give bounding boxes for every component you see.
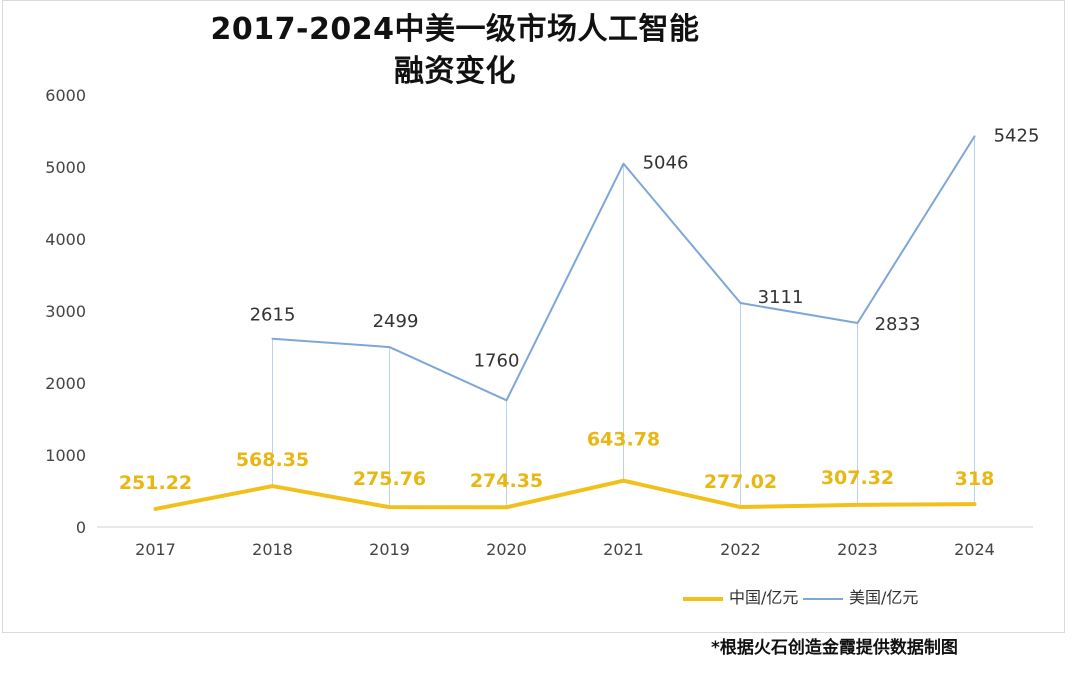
data-label-china: 318 <box>955 468 995 490</box>
data-label-china: 251.22 <box>119 472 192 494</box>
series-line-china <box>153 478 977 511</box>
data-label-usa: 5046 <box>643 153 689 174</box>
legend-item-usa: 美国/亿元 <box>803 584 918 608</box>
legend-item-china: 中国/亿元 <box>683 584 798 608</box>
data-label-usa: 2615 <box>250 305 296 326</box>
series-line-usa <box>271 135 976 402</box>
x-tick-label: 2021 <box>603 540 644 559</box>
chart-title-line2: 融资变化 <box>394 54 516 89</box>
x-tick-label: 2020 <box>486 540 527 559</box>
data-label-china: 275.76 <box>353 468 426 490</box>
data-label-china: 277.02 <box>704 471 777 493</box>
drop-lines <box>272 136 975 508</box>
x-tick-label: 2018 <box>252 540 293 559</box>
y-tick-label: 4000 <box>45 230 86 249</box>
x-tick-label: 2024 <box>954 540 995 559</box>
data-label-china: 568.35 <box>236 449 309 471</box>
x-tick-label: 2023 <box>837 540 878 559</box>
y-tick-label: 5000 <box>45 158 86 177</box>
footnote: *根据火石创造金霞提供数据制图 <box>711 638 958 658</box>
y-tick-label: 3000 <box>45 302 86 321</box>
data-label-china: 274.35 <box>470 470 543 492</box>
legend-label-usa: 美国/亿元 <box>849 588 919 607</box>
x-tick-label: 2017 <box>135 540 176 559</box>
data-label-usa: 1760 <box>474 350 520 371</box>
y-axis-ticks: 0 1000 2000 3000 4000 5000 6000 <box>45 86 86 537</box>
data-label-usa: 5425 <box>994 125 1040 146</box>
y-tick-label: 2000 <box>45 374 86 393</box>
series-lines <box>153 135 977 511</box>
x-tick-label: 2022 <box>720 540 761 559</box>
legend-label-china: 中国/亿元 <box>729 588 799 607</box>
legend-swatch-china <box>683 596 723 601</box>
y-tick-label: 6000 <box>45 86 86 105</box>
y-tick-label: 1000 <box>45 446 86 465</box>
data-label-usa: 2499 <box>373 311 419 332</box>
y-tick-label: 0 <box>76 518 86 537</box>
x-tick-label: 2019 <box>369 540 410 559</box>
data-label-usa: 3111 <box>758 287 804 308</box>
chart-title-line1: 2017-2024中美一级市场人工智能 <box>210 12 700 47</box>
x-axis: 2017 2018 2019 2020 2021 2022 2023 2024 <box>97 526 1033 559</box>
data-labels: 2615 2499 1760 5046 3111 2833 5425 251.22 568.35… <box>119 125 1040 494</box>
data-label-china: 643.78 <box>587 429 660 451</box>
legend-swatch-usa <box>803 597 843 600</box>
data-label-usa: 2833 <box>875 314 921 335</box>
data-label-china: 307.32 <box>821 467 894 489</box>
